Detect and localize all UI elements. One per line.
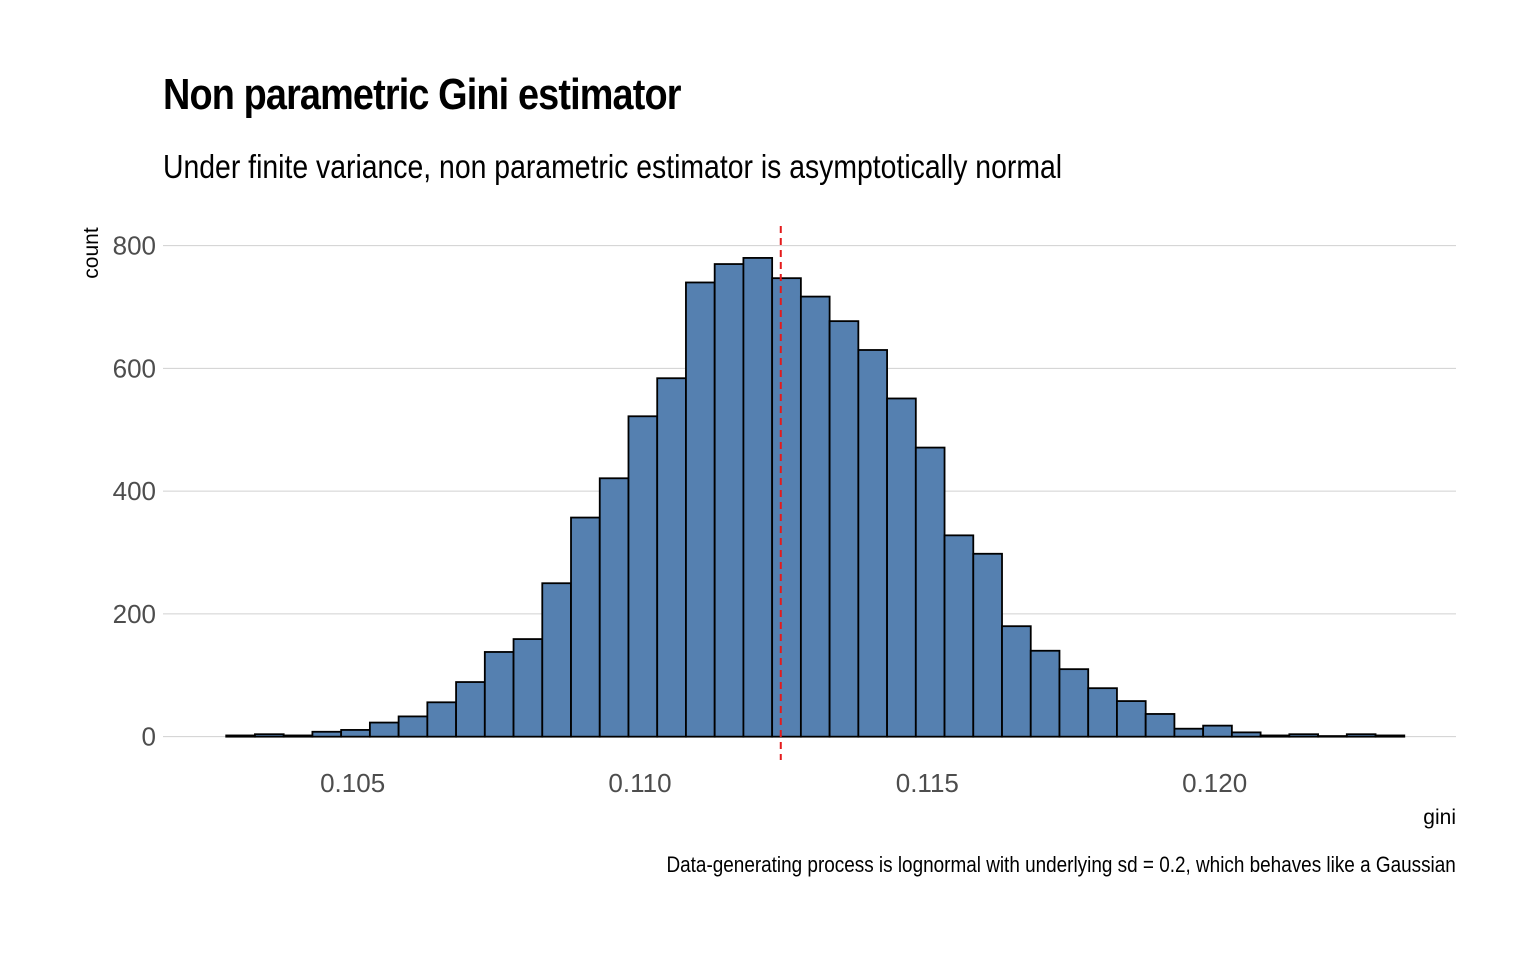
histogram-bar [685, 281, 716, 738]
histogram-bar [1317, 735, 1348, 738]
histogram-bar [1116, 700, 1147, 738]
histogram-bar [1029, 649, 1061, 738]
histogram-bar [541, 582, 572, 738]
histogram-bar [282, 734, 314, 738]
y-axis-title: count [80, 227, 103, 279]
histogram-bar [742, 257, 774, 738]
histogram-bar [1230, 731, 1262, 738]
x-tick-label: 0.115 [896, 768, 959, 798]
histogram-bar [914, 446, 946, 738]
histogram-bar [656, 377, 687, 738]
histogram-bar [972, 552, 1003, 738]
histogram-bars [225, 257, 1406, 738]
histogram-bar [570, 516, 601, 738]
histogram-bar [1202, 724, 1233, 738]
y-tick-label: 200 [113, 599, 156, 629]
x-tick-label: 0.110 [608, 768, 671, 798]
histogram-bar [828, 320, 860, 738]
y-tick-label: 400 [113, 476, 156, 506]
histogram-bar [311, 730, 343, 738]
y-tick-label: 600 [113, 353, 156, 383]
histogram-bar [1288, 733, 1319, 738]
histogram-bar [483, 651, 515, 738]
x-tick-label: 0.120 [1182, 768, 1247, 798]
histogram-bar [1001, 625, 1032, 738]
histogram-bar [1087, 687, 1118, 738]
histogram-bar [254, 733, 285, 738]
y-tick-label: 800 [113, 231, 156, 261]
y-tick-label: 0 [142, 722, 156, 752]
histogram-bar [1173, 727, 1205, 738]
histogram-bar [1374, 734, 1406, 738]
histogram-bar [1259, 734, 1291, 738]
histogram-bar [627, 415, 659, 738]
histogram-bar [943, 534, 975, 738]
histogram-bar [225, 734, 256, 738]
histogram-bar [1345, 733, 1377, 738]
histogram-bar [1058, 668, 1090, 738]
chart-caption: Data-generating process is lognormal wit… [666, 852, 1456, 877]
chart-title: Non parametric Gini estimator [163, 70, 681, 119]
histogram-bar [799, 295, 831, 738]
histogram-bar [771, 277, 802, 738]
histogram-bar [426, 701, 457, 738]
histogram-bar [857, 349, 888, 738]
histogram-bar [598, 477, 630, 738]
histogram-bar [368, 721, 400, 738]
histogram-bar [1144, 713, 1176, 738]
x-axis-ticks: 0.105 0.110 0.115 0.120 [320, 768, 1247, 798]
histogram-bar [397, 715, 429, 738]
histogram-bar [455, 681, 486, 738]
histogram-bar [713, 263, 745, 738]
y-axis-ticks: 0 200 400 600 800 [113, 231, 156, 752]
x-axis-title: gini [1423, 806, 1456, 829]
x-tick-label: 0.105 [320, 768, 385, 798]
histogram-bar [512, 638, 544, 738]
histogram-bar [340, 729, 371, 738]
chart-subtitle: Under finite variance, non parametric es… [163, 148, 1063, 185]
histogram-bar [886, 397, 917, 738]
